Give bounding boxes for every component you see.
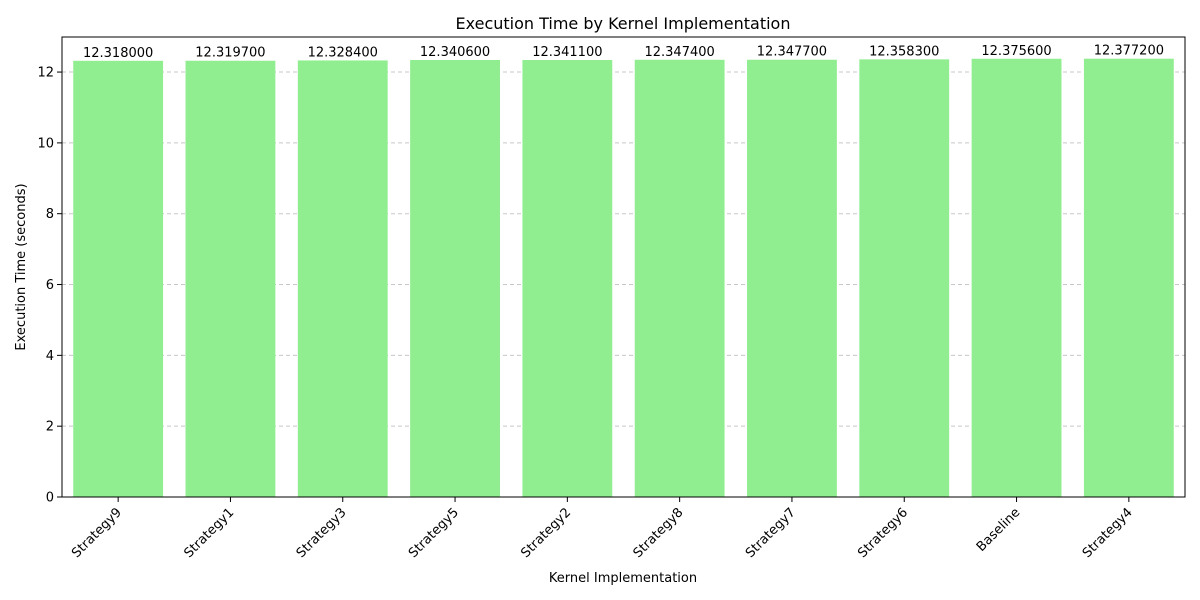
x-tick-label: Strategy4: [1080, 505, 1136, 561]
bar: [522, 59, 613, 497]
grid-lines: [62, 71, 1185, 427]
y-tick-label: 6: [46, 278, 54, 293]
data-labels-group: 12.318000 12.319700 12.328400 12.340600 12.3…: [83, 44, 1164, 61]
y-tick-label: 10: [37, 136, 54, 151]
x-axis-label: Kernel Implementation: [549, 571, 697, 586]
x-tick-label: Strategy7: [743, 505, 799, 561]
y-axis-ticks: 0 2 4 6 8 10 12: [37, 66, 62, 506]
bar-value-label: 12.347400: [644, 45, 714, 60]
y-tick-label: 8: [46, 207, 54, 222]
x-tick-label: Strategy5: [406, 505, 462, 561]
y-tick-label: 12: [37, 66, 54, 81]
bars-group: [73, 58, 1174, 498]
bar-value-label: 12.347700: [757, 45, 827, 60]
x-tick-label: Strategy2: [518, 505, 574, 561]
bar-value-label: 12.375600: [981, 44, 1051, 59]
x-tick-label: Baseline: [974, 505, 1024, 555]
y-tick-label: 4: [46, 349, 54, 364]
bar: [73, 60, 164, 498]
bar-value-label: 12.318000: [83, 46, 153, 61]
bar: [747, 59, 837, 498]
bar-value-label: 12.377200: [1094, 44, 1164, 59]
bar-value-label: 12.341100: [532, 45, 602, 60]
bar: [410, 59, 500, 497]
bar-value-label: 12.358300: [869, 44, 939, 59]
y-axis-label: Execution Time (seconds): [14, 183, 29, 350]
x-axis-ticks: Strategy9 Strategy1 Strategy3 Strategy5 Stra…: [69, 497, 1136, 561]
bar-value-label: 12.328400: [308, 45, 378, 60]
y-tick-label: 2: [46, 420, 54, 435]
plot-frame: [61, 36, 1186, 498]
bar: [859, 59, 950, 498]
bar: [1083, 58, 1174, 498]
y-tick-label: 0: [46, 491, 54, 506]
bar: [971, 58, 1062, 497]
bar: [634, 59, 725, 498]
chart-title: Execution Time by Kernel Implementation: [456, 14, 791, 33]
bar: [185, 60, 276, 497]
bar-value-label: 12.319700: [195, 46, 265, 61]
x-tick-label: Strategy6: [855, 505, 911, 561]
x-tick-label: Strategy3: [294, 505, 350, 561]
x-tick-label: Strategy8: [631, 505, 687, 561]
x-tick-label: Strategy1: [181, 505, 237, 561]
bar-value-label: 12.340600: [420, 45, 490, 60]
x-tick-label: Strategy9: [69, 505, 125, 561]
bar: [297, 60, 388, 498]
